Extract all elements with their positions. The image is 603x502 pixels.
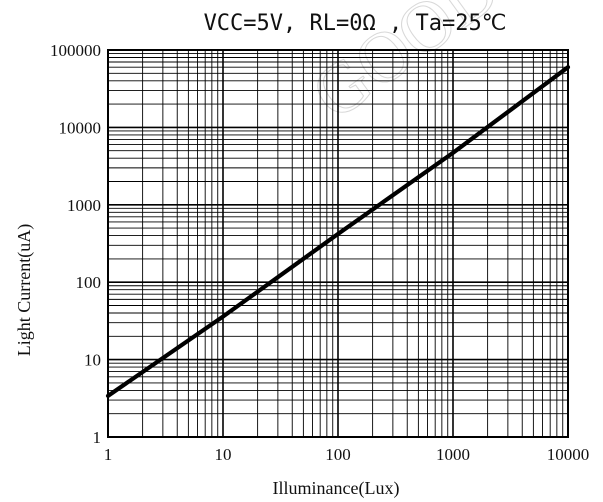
- chart-title: VCC=5V, RL=0Ω , Ta=25℃: [204, 11, 507, 36]
- x-axis-label: Illuminance(Lux): [273, 478, 400, 499]
- tick-label-layer: 1 10 100 1000 10000 1 10 100 1000 10000 100000: [50, 41, 589, 464]
- series-point: [451, 151, 455, 154]
- y-tick-label: 10000: [59, 118, 102, 137]
- y-tick-label: 100000: [50, 41, 101, 60]
- x-tick-label: 1000: [436, 445, 470, 464]
- series-point: [221, 315, 225, 318]
- grid-layer: [108, 50, 568, 437]
- y-tick-label: 1000: [67, 196, 101, 215]
- series-point: [336, 232, 340, 236]
- x-tick-label: 10: [215, 445, 232, 464]
- y-tick-label: 1: [93, 428, 102, 447]
- y-tick-label: 100: [76, 273, 102, 292]
- labels-layer: VCC=5V, RL=0Ω , Ta=25℃ Illuminance(Lux) …: [14, 11, 506, 499]
- x-tick-label: 100: [325, 445, 351, 464]
- y-tick-label: 10: [84, 351, 101, 370]
- axes-layer: [107, 49, 569, 438]
- plot-frame: [107, 49, 569, 438]
- x-tick-label: 1: [104, 445, 113, 464]
- y-axis-label: Light Current(uA): [14, 224, 35, 356]
- x-tick-label: 10000: [547, 445, 590, 464]
